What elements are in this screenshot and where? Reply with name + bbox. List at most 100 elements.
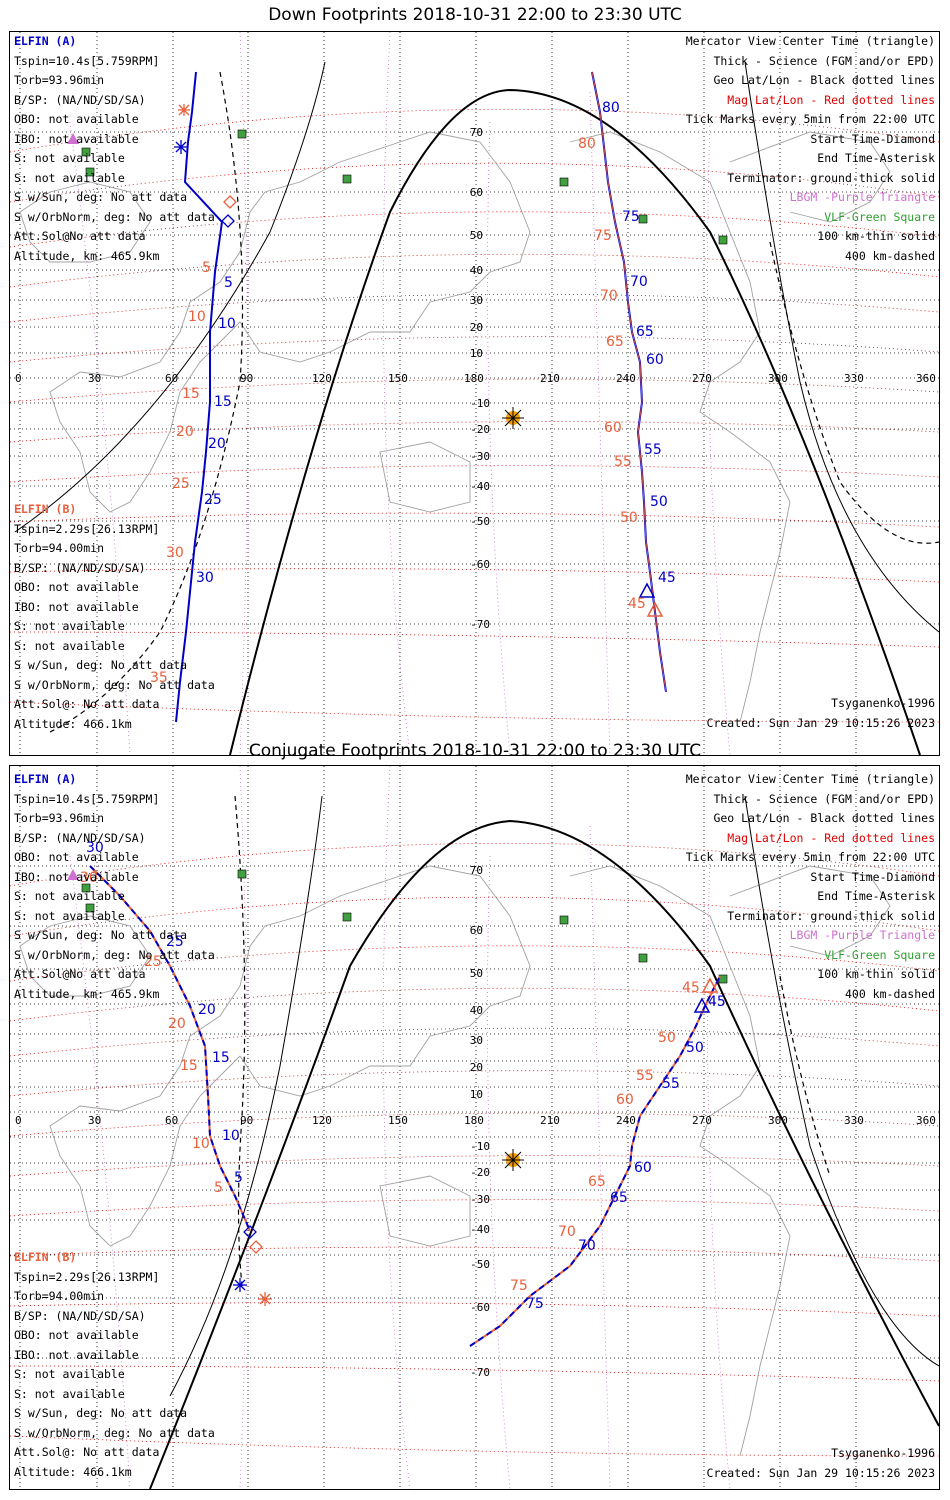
svg-text:330: 330 <box>844 372 864 385</box>
down-map-panel: 0 30 60 90 120 150 180 210 240 270 300 330 360 7… <box>9 31 940 756</box>
svg-text:60: 60 <box>470 924 483 937</box>
svg-text:-50: -50 <box>470 1258 490 1271</box>
svg-text:5: 5 <box>214 1180 223 1196</box>
svg-text:15: 15 <box>180 1058 198 1074</box>
svg-text:-20: -20 <box>470 1166 490 1179</box>
svg-text:-20: -20 <box>470 423 490 436</box>
svg-text:-50: -50 <box>470 515 490 528</box>
svg-text:10: 10 <box>470 347 483 360</box>
svg-text:40: 40 <box>470 264 483 277</box>
end-asterisk-orange <box>178 104 190 116</box>
mag-lon-grid <box>69 766 731 1489</box>
svg-text:30: 30 <box>88 372 101 385</box>
lon-tick-labels: 0 30 60 90 120 150 180 210 240 270 300 330 360 <box>15 1114 936 1127</box>
svg-text:300: 300 <box>768 372 788 385</box>
coastlines <box>19 865 891 1457</box>
svg-text:10: 10 <box>188 309 206 325</box>
center-triangle-orange <box>646 601 664 617</box>
legend: Mercator View Center Time (triangle) Thic… <box>685 772 935 1001</box>
terminator-400km-east <box>769 241 939 544</box>
svg-text:25: 25 <box>204 492 222 508</box>
svg-text:10: 10 <box>218 316 236 332</box>
lon-tick-labels: 0 30 60 90 120 150 180 210 240 270 300 330 360 <box>15 372 936 385</box>
svg-text:0: 0 <box>15 1114 22 1127</box>
vlf-stations <box>81 869 728 984</box>
svg-text:20: 20 <box>168 1016 186 1032</box>
svg-text:50: 50 <box>620 510 638 526</box>
svg-text:65: 65 <box>610 1190 628 1206</box>
svg-text:0: 0 <box>15 372 22 385</box>
svg-text:10: 10 <box>222 1128 240 1144</box>
sun-icon <box>502 1149 524 1171</box>
svg-text:50: 50 <box>470 967 483 980</box>
terminator-400km <box>234 795 246 1287</box>
svg-text:80: 80 <box>578 136 596 152</box>
end-asterisk-blue <box>233 1278 247 1292</box>
svg-text:-70: -70 <box>470 618 490 631</box>
svg-text:50: 50 <box>470 229 483 242</box>
svg-text:70: 70 <box>630 274 648 290</box>
center-triangle-blue <box>638 582 656 598</box>
svg-text:25: 25 <box>144 954 162 970</box>
svg-text:30: 30 <box>80 870 98 886</box>
svg-text:65: 65 <box>606 334 624 350</box>
terminator-100km-east <box>744 61 939 633</box>
svg-text:270: 270 <box>692 1114 712 1127</box>
svg-text:35: 35 <box>150 670 168 686</box>
end-asterisk-orange <box>258 1292 272 1306</box>
svg-text:65: 65 <box>636 324 654 340</box>
elfin-a-info: ELFIN (A) Tspin=10.4s[5.759RPM] Torb=93.9… <box>14 34 215 263</box>
terminator-ground <box>229 88 921 755</box>
svg-text:5: 5 <box>224 275 233 291</box>
created-date: Created: Sun Jan 29 10:15:26 2023 <box>706 716 935 730</box>
svg-text:60: 60 <box>634 1160 652 1176</box>
elfin-a-info: ELFIN (A) Tspin=10.4s[5.759RPM] Torb=93.9… <box>14 772 215 1001</box>
svg-text:120: 120 <box>312 372 332 385</box>
svg-text:90: 90 <box>240 372 253 385</box>
elfin-b-info: ELFIN (B) Tspin=2.29s[26.13RPM] Torb=94.0… <box>14 502 215 731</box>
elfin-b-minute-labels: 45 50 55 60 65 70 75 <box>526 994 726 1312</box>
svg-text:360: 360 <box>916 372 936 385</box>
svg-text:150: 150 <box>388 372 408 385</box>
svg-text:30: 30 <box>470 294 483 307</box>
svg-text:-70: -70 <box>470 1366 490 1379</box>
elfin-a-minute-labels-orange: 30 25 20 15 10 5 <box>80 870 223 1196</box>
conjugate-map-canvas: 0 30 60 90 120 150 180 210 240 270 300 330 360 7… <box>10 766 939 1489</box>
terminator-100km-east <box>744 795 939 1367</box>
svg-text:5: 5 <box>234 1170 243 1186</box>
svg-text:45: 45 <box>708 994 726 1010</box>
svg-text:5: 5 <box>202 260 211 276</box>
start-diamond-blue <box>221 214 235 228</box>
svg-text:50: 50 <box>650 494 668 510</box>
svg-text:20: 20 <box>208 436 226 452</box>
elfin-b-down-trace-thin <box>591 71 667 693</box>
svg-text:90: 90 <box>240 1114 253 1127</box>
svg-text:15: 15 <box>212 1050 230 1066</box>
svg-text:75: 75 <box>622 209 640 225</box>
svg-text:-40: -40 <box>470 1223 490 1236</box>
svg-text:300: 300 <box>768 1114 788 1127</box>
svg-text:180: 180 <box>464 1114 484 1127</box>
terminator-100km <box>169 795 323 1397</box>
svg-text:240: 240 <box>616 1114 636 1127</box>
svg-text:60: 60 <box>165 372 178 385</box>
svg-text:70: 70 <box>558 1224 576 1240</box>
svg-text:75: 75 <box>510 1278 528 1294</box>
svg-text:70: 70 <box>600 288 618 304</box>
svg-text:60: 60 <box>616 1092 634 1108</box>
svg-text:50: 50 <box>686 1040 704 1056</box>
svg-text:70: 70 <box>470 864 483 877</box>
start-diamond-orange <box>223 195 237 209</box>
svg-text:30: 30 <box>196 570 214 586</box>
elfin-a-down-trace <box>175 71 224 723</box>
svg-text:210: 210 <box>540 372 560 385</box>
elfin-b-minute-labels-orange: 80 75 70 65 60 55 50 45 <box>578 136 646 612</box>
svg-text:30: 30 <box>88 1114 101 1127</box>
svg-text:-60: -60 <box>470 558 490 571</box>
created-date: Created: Sun Jan 29 10:15:26 2023 <box>706 1466 935 1480</box>
svg-text:25: 25 <box>172 476 190 492</box>
svg-text:270: 270 <box>692 372 712 385</box>
svg-text:30: 30 <box>86 840 104 856</box>
svg-text:55: 55 <box>636 1068 654 1084</box>
mag-lat-grid <box>10 108 939 723</box>
